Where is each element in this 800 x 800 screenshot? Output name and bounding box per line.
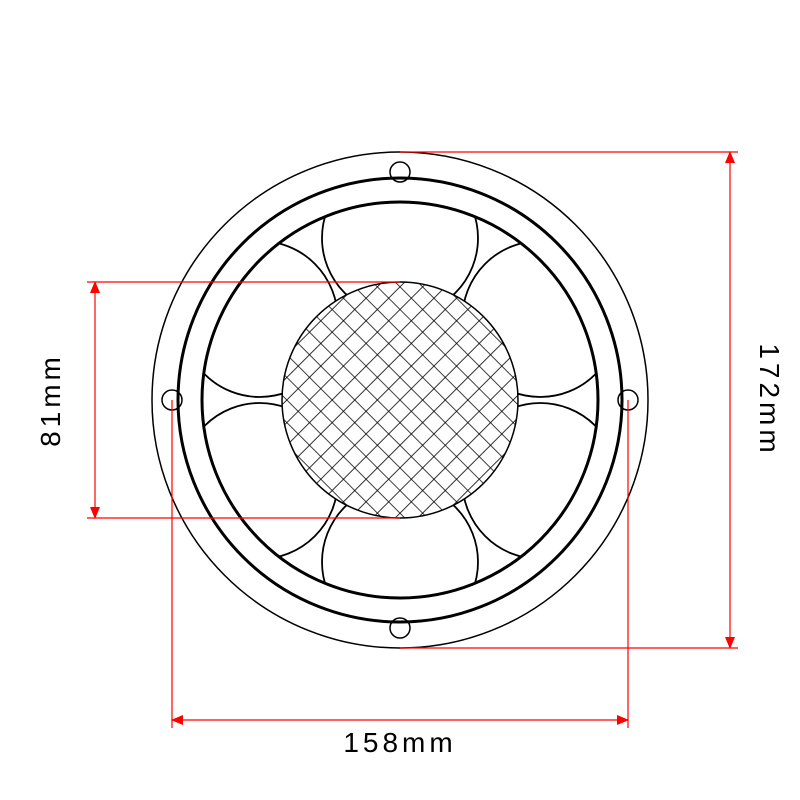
dim-label-bolt-circle: 158mm <box>343 727 456 758</box>
dim-label-outer-diameter: 172mm <box>754 343 785 456</box>
speaker-grille-part <box>152 152 648 648</box>
dim-label-mesh-diameter: 81mm <box>35 353 66 447</box>
technical-drawing: 172mm 81mm 158mm <box>0 0 800 800</box>
